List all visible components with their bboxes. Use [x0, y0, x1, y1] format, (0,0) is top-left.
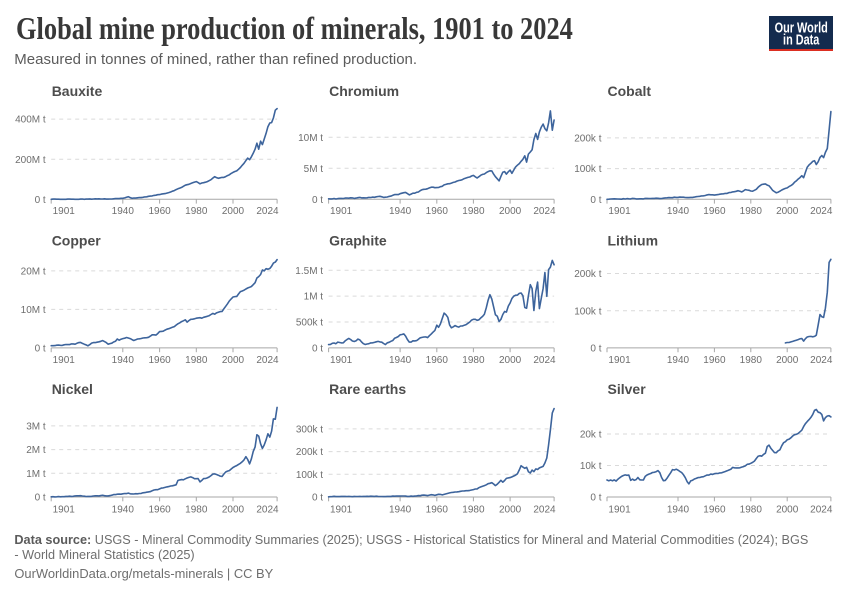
svg-text:100k t: 100k t — [574, 306, 601, 317]
svg-text:0 t: 0 t — [35, 493, 46, 504]
svg-text:1940: 1940 — [667, 206, 690, 217]
svg-text:1901: 1901 — [608, 355, 631, 366]
svg-text:1901: 1901 — [53, 355, 76, 366]
svg-text:1980: 1980 — [185, 355, 208, 366]
svg-text:1980: 1980 — [185, 504, 208, 515]
svg-text:300k t: 300k t — [296, 425, 323, 436]
svg-text:2000: 2000 — [222, 504, 245, 515]
svg-text:Silver: Silver — [608, 381, 647, 397]
svg-text:1901: 1901 — [53, 206, 76, 217]
svg-text:2M t: 2M t — [26, 445, 46, 456]
svg-text:1940: 1940 — [112, 504, 135, 515]
svg-text:1960: 1960 — [148, 504, 171, 515]
svg-text:1901: 1901 — [53, 504, 76, 515]
svg-text:2024: 2024 — [810, 504, 833, 515]
svg-text:1960: 1960 — [703, 206, 726, 217]
svg-text:100k t: 100k t — [574, 164, 601, 175]
svg-text:200k t: 200k t — [296, 447, 323, 458]
svg-text:1980: 1980 — [740, 206, 763, 217]
svg-text:2000: 2000 — [776, 355, 799, 366]
svg-text:2000: 2000 — [222, 206, 245, 217]
svg-text:0 t: 0 t — [312, 493, 323, 504]
svg-text:1M t: 1M t — [304, 292, 324, 303]
svg-text:20k t: 20k t — [580, 430, 602, 441]
svg-text:1940: 1940 — [389, 355, 412, 366]
svg-text:Our World: Our World — [774, 20, 827, 36]
svg-text:1901: 1901 — [330, 504, 353, 515]
svg-text:1960: 1960 — [426, 355, 449, 366]
svg-text:0 t: 0 t — [35, 344, 46, 355]
svg-text:200M t: 200M t — [15, 155, 46, 166]
svg-text:10M t: 10M t — [298, 133, 323, 144]
svg-text:100k t: 100k t — [296, 470, 323, 481]
svg-text:1960: 1960 — [426, 206, 449, 217]
svg-text:2024: 2024 — [256, 504, 279, 515]
svg-text:1980: 1980 — [462, 504, 485, 515]
svg-text:1960: 1960 — [703, 504, 726, 515]
svg-text:2024: 2024 — [810, 206, 833, 217]
svg-text:500k t: 500k t — [296, 318, 323, 329]
svg-text:20M t: 20M t — [21, 267, 46, 278]
svg-text:3M t: 3M t — [26, 422, 46, 433]
svg-text:Cobalt: Cobalt — [608, 83, 652, 99]
svg-text:1901: 1901 — [608, 206, 631, 217]
svg-text:1901: 1901 — [608, 504, 631, 515]
svg-text:2024: 2024 — [533, 504, 556, 515]
svg-text:0 t: 0 t — [590, 344, 601, 355]
svg-text:1980: 1980 — [462, 355, 485, 366]
svg-text:2024: 2024 — [256, 355, 279, 366]
svg-text:1960: 1960 — [148, 206, 171, 217]
svg-text:1940: 1940 — [667, 504, 690, 515]
svg-text:1960: 1960 — [148, 355, 171, 366]
svg-text:1901: 1901 — [330, 206, 353, 217]
svg-text:1901: 1901 — [330, 355, 353, 366]
svg-text:0 t: 0 t — [312, 344, 323, 355]
svg-text:1940: 1940 — [112, 206, 135, 217]
svg-text:2024: 2024 — [256, 206, 279, 217]
svg-text:1980: 1980 — [462, 206, 485, 217]
svg-text:Rare earths: Rare earths — [329, 381, 406, 397]
svg-text:10k t: 10k t — [580, 461, 602, 472]
svg-text:1940: 1940 — [667, 355, 690, 366]
svg-text:200k t: 200k t — [574, 269, 601, 280]
svg-text:1960: 1960 — [426, 504, 449, 515]
svg-text:1940: 1940 — [112, 355, 135, 366]
svg-text:2000: 2000 — [776, 504, 799, 515]
svg-text:2000: 2000 — [222, 355, 245, 366]
svg-text:0 t: 0 t — [35, 195, 46, 206]
svg-text:1940: 1940 — [389, 504, 412, 515]
svg-text:2000: 2000 — [499, 504, 522, 515]
svg-text:10M t: 10M t — [21, 305, 46, 316]
svg-text:2024: 2024 — [810, 355, 833, 366]
svg-text:1980: 1980 — [185, 206, 208, 217]
svg-text:1980: 1980 — [740, 355, 763, 366]
svg-text:2024: 2024 — [533, 355, 556, 366]
svg-text:in Data: in Data — [783, 32, 820, 48]
svg-text:200k t: 200k t — [574, 134, 601, 145]
svg-text:2024: 2024 — [533, 206, 556, 217]
svg-text:1M t: 1M t — [26, 469, 46, 480]
svg-text:2000: 2000 — [499, 355, 522, 366]
svg-text:1.5M t: 1.5M t — [295, 266, 323, 277]
svg-text:Bauxite: Bauxite — [52, 83, 103, 99]
svg-text:0 t: 0 t — [312, 195, 323, 206]
svg-text:400M t: 400M t — [15, 115, 46, 126]
svg-text:Nickel: Nickel — [52, 381, 93, 397]
svg-text:Lithium: Lithium — [608, 232, 659, 248]
svg-text:0 t: 0 t — [590, 195, 601, 206]
svg-text:0 t: 0 t — [590, 493, 601, 504]
svg-text:1980: 1980 — [740, 504, 763, 515]
svg-text:Graphite: Graphite — [329, 232, 387, 248]
svg-text:1960: 1960 — [703, 355, 726, 366]
svg-text:2000: 2000 — [776, 206, 799, 217]
svg-text:Chromium: Chromium — [329, 83, 399, 99]
svg-text:1940: 1940 — [389, 206, 412, 217]
svg-text:5M t: 5M t — [304, 164, 324, 175]
svg-text:Copper: Copper — [52, 232, 102, 248]
svg-text:2000: 2000 — [499, 206, 522, 217]
